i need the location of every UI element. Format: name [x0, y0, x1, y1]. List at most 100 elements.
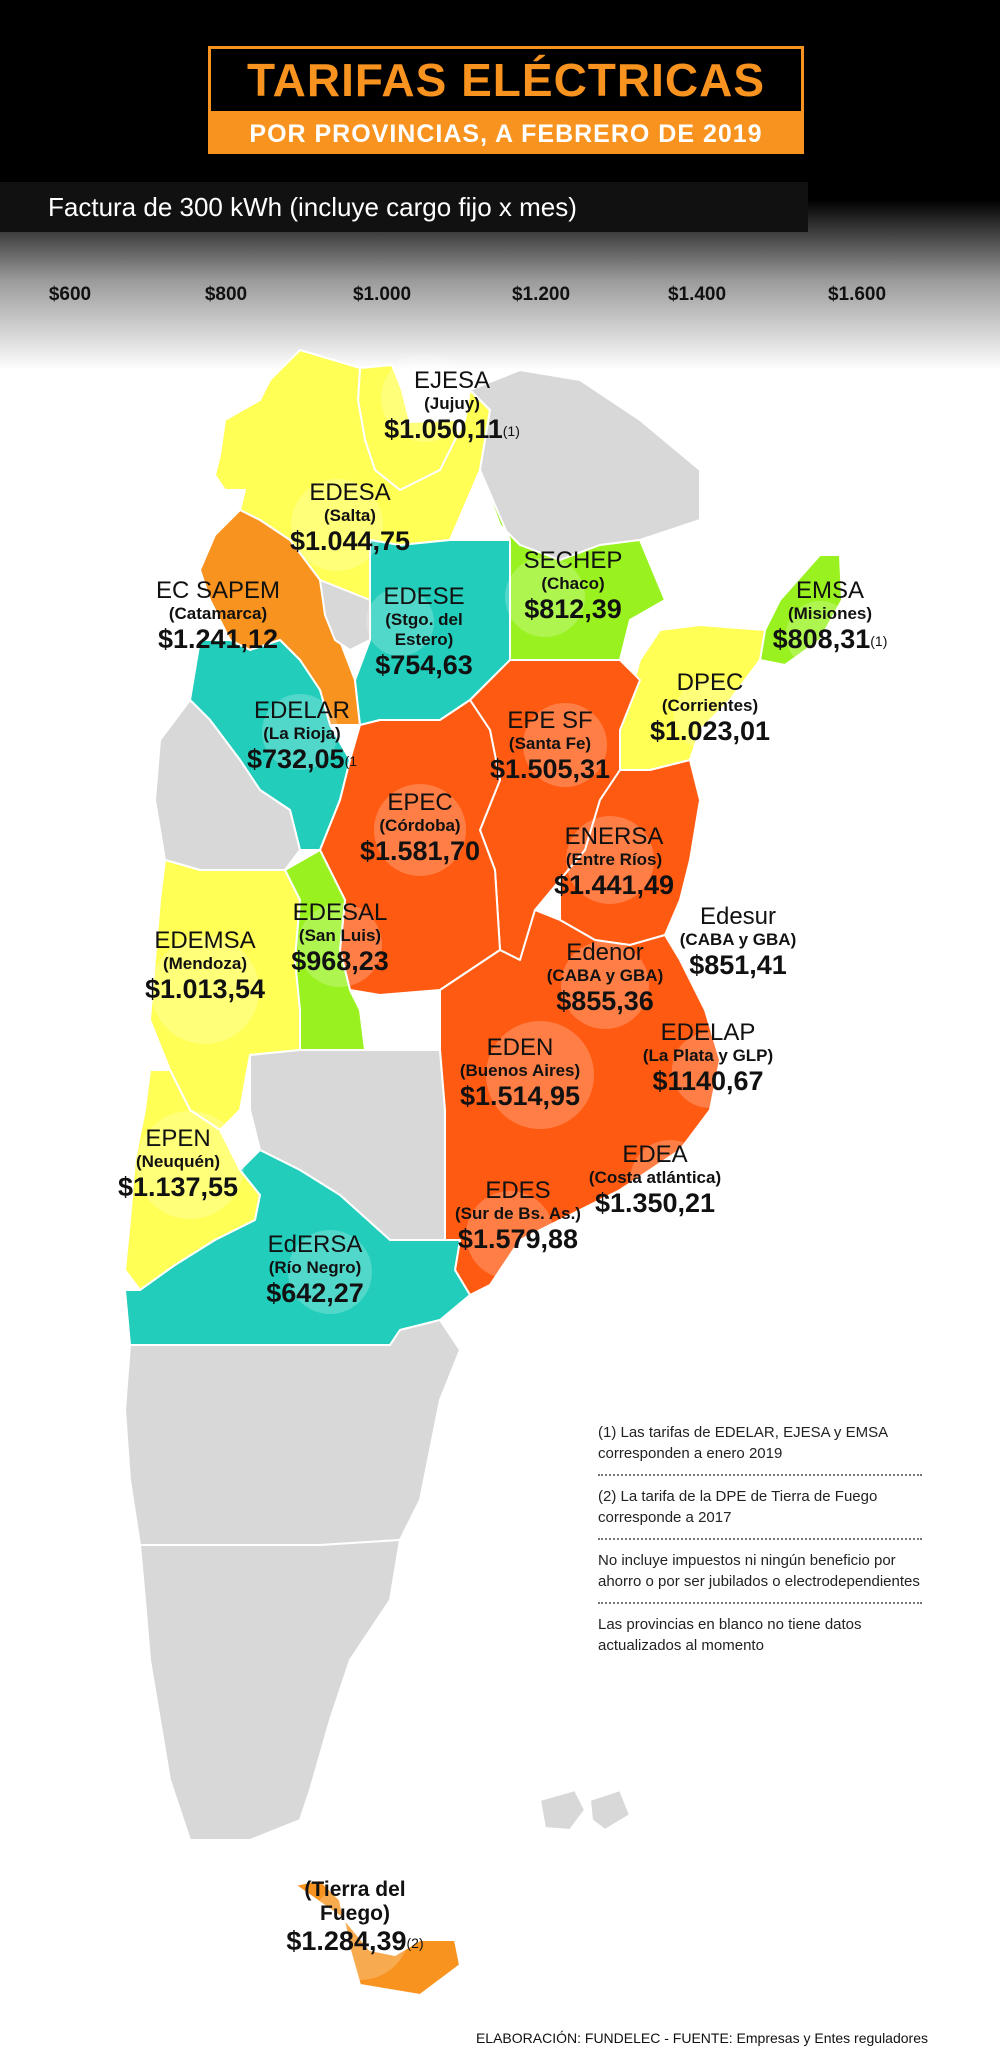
label-corrientes: DPEC (Corrientes) $1.023,01 [650, 670, 770, 747]
tariff-value: $642,27 [266, 1278, 364, 1308]
province-name: (Río Negro) [268, 1258, 362, 1277]
tariff-value: $1.284,39 [286, 1926, 407, 1956]
scale-label: $1.400 [667, 284, 727, 305]
highlight-circle [291, 479, 383, 571]
province-name: (CABA y GBA) [679, 930, 797, 949]
note: Las provincias en blanco no tiene datos … [598, 1616, 862, 1654]
highlight-circle [566, 816, 654, 904]
company: Edesur [699, 903, 777, 930]
province-name: (Entre Ríos) [565, 850, 663, 869]
label-catamarca: EC SAPEM (Catamarca) $1.241,12 [156, 578, 280, 655]
footnote-marker: (2) [406, 1935, 424, 1951]
province-name: (Buenos Aires) [459, 1061, 581, 1080]
tariff-value: $968,23 [291, 946, 389, 976]
province-name: (Chaco) [541, 574, 605, 593]
province-name: (Tierra del Fuego) [304, 1878, 406, 1925]
tariff-value: $1.023,01 [649, 716, 771, 746]
label-larioja: EDELAR (La Rioja) $732,05(1 [247, 698, 357, 775]
highlight-circle [674, 679, 746, 751]
company: EDEMSA [154, 927, 256, 954]
highlight-circle [505, 557, 585, 637]
province-santacruz [139, 1539, 401, 1841]
company: EDEN [486, 1034, 554, 1061]
tariff-value: $1.350,21 [594, 1188, 716, 1218]
tariff-value: $808,31 [772, 624, 871, 654]
company: DPEC [676, 669, 744, 696]
province-tierradelfuego [294, 1879, 461, 1996]
label-misiones: EMSA (Misiones) $808,31(1) [773, 578, 888, 655]
footnote-marker: (1) [502, 423, 520, 439]
company: EDELAR [253, 697, 351, 724]
label-chaco: SECHEP (Chaco) $812,39 [524, 548, 623, 625]
label-edea: EDEA (Costa atlántica) $1.350,21 [589, 1142, 721, 1219]
highlight-circle [561, 941, 649, 1029]
label-santiago: EDESE (Stgo. del Estero) $754,63 [369, 584, 479, 681]
company: EDES [485, 1177, 551, 1204]
company: EJESA [413, 367, 491, 394]
label-salta: EDESA (Salta) $1.044,75 [290, 480, 410, 557]
tariff-value: $1.441,49 [553, 870, 675, 900]
highlight-circle [704, 929, 776, 1001]
company: EC SAPEM [155, 577, 281, 604]
company: EDEA [622, 1141, 688, 1168]
label-jujuy: EJESA (Jujuy) $1.050,11(1) [384, 368, 520, 445]
highlight-circle [630, 1140, 710, 1220]
label-edenor: Edenor (CABA y GBA) $855,36 [547, 940, 663, 1017]
tariff-value: $855,36 [556, 986, 654, 1016]
province-name: (CABA y GBA) [546, 966, 664, 985]
highlight-circle [310, 1880, 410, 1980]
province-name: (Stgo. del Estero) [385, 610, 463, 649]
tariff-value: $1140,67 [652, 1066, 764, 1096]
province-sanjuan [154, 699, 301, 871]
province-name: (Salta) [324, 506, 376, 525]
title: TARIFAS ELÉCTRICAS [246, 54, 766, 106]
label-eden: EDEN (Buenos Aires) $1.514,95 [460, 1035, 580, 1112]
note: No incluye impuestos ni ningún beneficio… [598, 1540, 922, 1604]
tariff-value: $754,63 [375, 650, 473, 680]
tariff-value: $1.137,55 [117, 1172, 239, 1202]
company: EPEN [145, 1125, 211, 1152]
company: EMSA [795, 577, 865, 604]
label-rionegro: EdERSA (Río Negro) $642,27 [266, 1232, 364, 1309]
highlight-circle [288, 1230, 372, 1314]
province-name: (Costa atlántica) [588, 1168, 722, 1187]
province-name: (Catamarca) [168, 604, 268, 623]
label-entrerios: ENERSA (Entre Ríos) $1.441,49 [554, 824, 674, 901]
province-name: (Mendoza) [162, 954, 248, 973]
highlight-circle [786, 601, 854, 669]
note: (1) Las tarifas de EDELAR, EJESA y EMSA … [598, 1412, 922, 1476]
highlight-circle [136, 1111, 244, 1219]
tariff-value: $812,39 [524, 594, 622, 624]
province-name: (Corrientes) [661, 696, 759, 715]
scale-label: $1.000 [352, 284, 412, 305]
company: EPEC [387, 789, 453, 816]
tariff-value: $1.013,54 [144, 974, 266, 1004]
tariff-value: $1.579,88 [457, 1224, 579, 1254]
title-box: TARIFAS ELÉCTRICAS [208, 46, 804, 114]
province-entrerios [559, 759, 701, 946]
note: (2) La tarifa de la DPE de Tierra de Fue… [598, 1476, 922, 1540]
tariff-value: $1.050,11 [384, 414, 503, 444]
footnote-marker: (1) [870, 633, 888, 649]
subtitle: POR PROVINCIAS, A FEBRERO DE 2019 [249, 119, 763, 148]
highlight-circle [151, 936, 259, 1044]
company: EDESAL [292, 899, 388, 926]
highlight-circle [374, 784, 466, 876]
highlight-circle [523, 703, 607, 787]
highlight-circle [381, 354, 469, 442]
tariff-value: $1.505,31 [489, 754, 611, 784]
scale-label: $800 [204, 284, 248, 305]
scale-label: $1.200 [511, 284, 571, 305]
scale-label: $600 [48, 284, 92, 305]
highlight-circle [486, 1021, 594, 1129]
tariff-value: $732,05 [246, 744, 345, 774]
header-text: Factura de 300 kWh (incluye cargo fijo x… [48, 191, 577, 222]
province-name: (Misiones) [787, 604, 873, 623]
company: SECHEP [523, 547, 623, 574]
highlight-circle [298, 903, 382, 987]
province-name: (Sur de Bs. As.) [455, 1204, 581, 1223]
header-bar: Factura de 300 kWh (incluye cargo fijo x… [0, 182, 808, 232]
province-name: (Santa Fe) [508, 734, 592, 753]
